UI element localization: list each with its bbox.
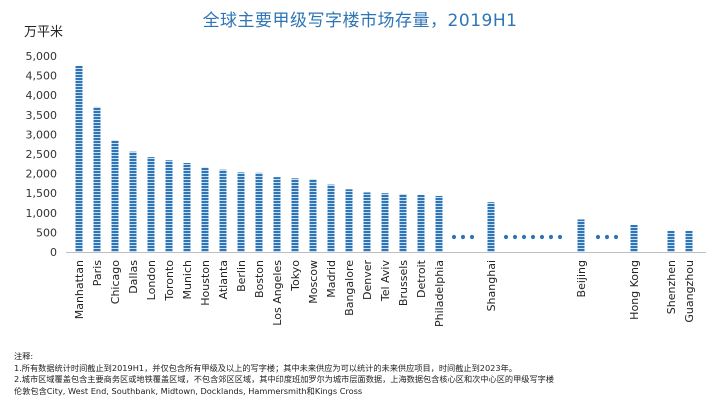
x-tick-label: Paris <box>91 260 104 286</box>
bar-los-angeles <box>273 177 281 252</box>
bar-atlanta <box>219 169 227 252</box>
bar-chart: 万平米 0 500 1,000 1,500 2,000 2,500 3,000 3,500 4,… <box>24 25 706 327</box>
bar-dallas <box>129 151 137 252</box>
bar-brussels <box>399 193 407 252</box>
bar-tokyo <box>291 178 299 252</box>
break-dot <box>539 234 545 240</box>
break-dot <box>595 234 601 240</box>
x-tick-label: Shanghai <box>485 260 498 311</box>
x-tick-label: Manhattan <box>73 260 86 319</box>
x-tick-label: Toronto <box>163 260 176 302</box>
x-tick-label: London <box>145 260 158 300</box>
x-tick-label: Tel Aviv <box>379 260 392 303</box>
bar-munich <box>183 163 191 252</box>
break-dot <box>451 234 457 240</box>
break-dot <box>503 234 509 240</box>
axis-break-dots <box>451 234 619 240</box>
y-tick-label: 4,500 <box>26 70 58 83</box>
x-tick-label: Guangzhou <box>683 260 696 323</box>
footnote-2: 2.城市区域覆盖包含主要商务区或地铁覆盖区域，不包含郊区区域，其中印度班加罗尔为… <box>14 374 555 384</box>
x-tick-label: Beijing <box>575 260 588 297</box>
x-tick-label: Denver <box>361 260 374 300</box>
x-tick-label: Munich <box>181 260 194 300</box>
x-tick-label: Tokyo <box>289 260 302 292</box>
x-axis-labels: Manhattan Paris Chicago Dallas London Toronto… <box>73 259 696 327</box>
x-tick-label: Houston <box>199 260 212 306</box>
x-tick-label: Madrid <box>325 260 338 298</box>
y-tick-label: 1,000 <box>26 207 58 220</box>
bar-detroit <box>417 194 425 252</box>
bar-houston <box>201 167 209 252</box>
bar-beijing <box>577 219 585 252</box>
bar-paris <box>93 106 101 253</box>
bar-hong-kong <box>630 224 638 252</box>
bar-berlin <box>237 172 245 252</box>
bar-toronto <box>165 160 173 252</box>
bar-shenzhen <box>667 230 675 252</box>
break-dot <box>512 234 518 240</box>
y-axis-label: 万平米 <box>24 25 63 40</box>
x-tick-label: Dallas <box>127 260 140 294</box>
y-tick-label: 2,000 <box>26 168 58 181</box>
bar-guangzhou <box>685 230 693 252</box>
footnote-heading: 注释: <box>14 351 34 361</box>
y-tick-label: 3,000 <box>26 128 58 141</box>
y-tick-label: 2,500 <box>26 148 58 161</box>
x-tick-label: Brussels <box>397 260 410 306</box>
break-dot <box>530 234 536 240</box>
bar-moscow <box>309 179 317 252</box>
x-tick-label: Philadelphia <box>433 260 446 327</box>
bars <box>75 65 693 253</box>
bar-madrid <box>327 184 335 252</box>
footnote-3: 伦敦包含City, West End, Southbank, Midtown, … <box>14 385 363 396</box>
y-axis-ticks: 0 500 1,000 1,500 2,000 2,500 3,000 3,500 4,000 4… <box>26 50 58 259</box>
x-tick-label: Hong Kong <box>628 260 641 320</box>
y-tick-label: 0 <box>50 246 57 259</box>
break-dot <box>469 234 475 240</box>
break-dot <box>557 234 563 240</box>
x-tick-label: Detroit <box>415 259 428 298</box>
x-tick-label: Chicago <box>109 260 122 304</box>
break-dot <box>548 234 554 240</box>
x-tick-label: Los Angeles <box>271 260 284 326</box>
y-tick-label: 5,000 <box>26 50 58 63</box>
bar-chicago <box>111 140 119 252</box>
bar-denver <box>363 192 371 252</box>
x-tick-label: Boston <box>253 260 266 298</box>
y-tick-label: 4,000 <box>26 89 58 102</box>
x-tick-label: Bangalore <box>343 260 356 316</box>
bar-manhattan <box>75 65 83 252</box>
bar-boston <box>255 172 263 252</box>
bar-philadelphia <box>435 195 443 252</box>
x-tick-label: Moscow <box>307 260 320 304</box>
break-dot <box>604 234 610 240</box>
chart-title: 全球主要甲级写字楼市场存量，2019H1 <box>202 11 518 31</box>
x-tick-label: Berlin <box>235 260 248 292</box>
x-tick-label: Shenzhen <box>665 260 678 314</box>
y-tick-label: 1,500 <box>26 187 58 200</box>
bar-shanghai <box>487 202 495 252</box>
bar-tel-aviv <box>381 193 389 252</box>
x-tick-label: Atlanta <box>217 260 230 299</box>
footnote-1: 1.所有数据统计时间截止到2019H1，并仅包含所有甲级及以上的写字楼；其中未来… <box>14 362 517 373</box>
break-dot <box>521 234 527 240</box>
bar-bangalore <box>345 189 353 252</box>
bar-london <box>147 157 155 252</box>
break-dot <box>460 234 466 240</box>
footnotes: 注释: 1.所有数据统计时间截止到2019H1，并仅包含所有甲级及以上的写字楼；… <box>14 351 714 397</box>
y-tick-label: 500 <box>36 226 57 239</box>
break-dot <box>613 234 619 240</box>
y-tick-label: 3,500 <box>26 109 58 122</box>
